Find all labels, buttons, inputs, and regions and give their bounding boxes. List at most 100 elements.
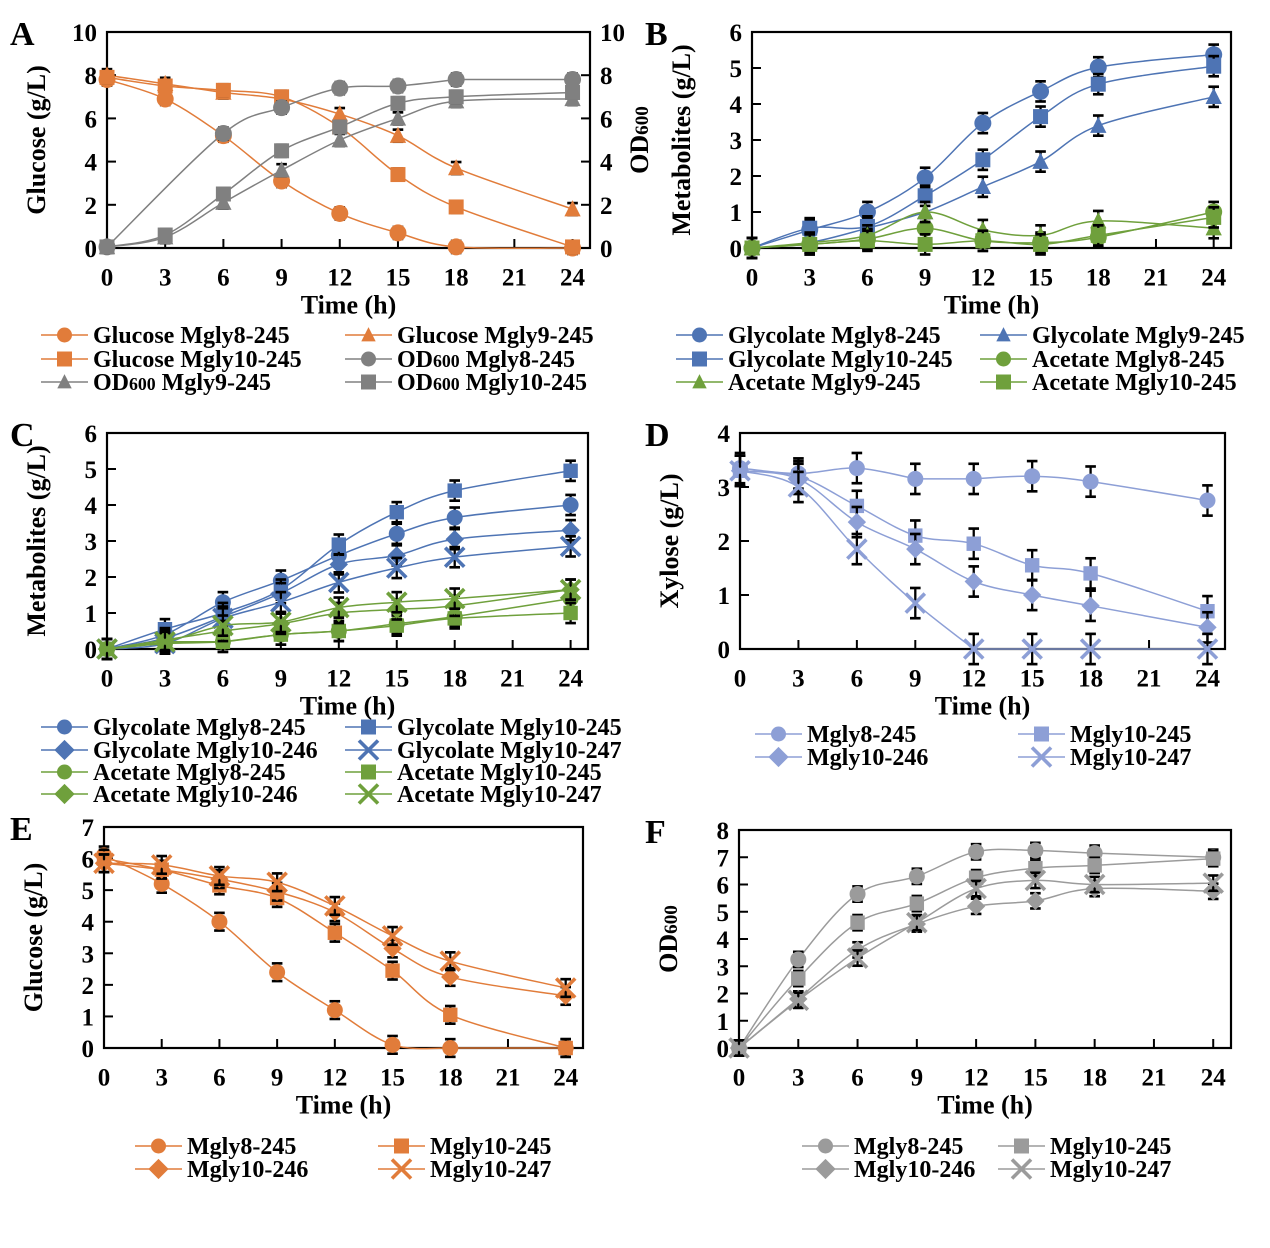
svg-text:5: 5 (717, 900, 730, 927)
svg-text:Xylose (g/L): Xylose (g/L) (655, 473, 684, 608)
svg-text:3: 3 (717, 954, 730, 981)
svg-text:0: 0 (82, 1036, 95, 1063)
svg-text:18: 18 (1082, 1065, 1107, 1092)
svg-text:15: 15 (385, 265, 410, 292)
svg-text:24: 24 (553, 1065, 579, 1092)
svg-text:24: 24 (560, 265, 586, 292)
svg-text:21: 21 (500, 666, 525, 693)
svg-text:0: 0 (600, 236, 613, 263)
svg-text:Mgly10-247: Mgly10-247 (1070, 745, 1191, 771)
svg-text:12: 12 (964, 1065, 989, 1092)
svg-text:3: 3 (85, 529, 98, 556)
svg-text:6: 6 (600, 106, 613, 133)
svg-text:3: 3 (792, 666, 805, 693)
svg-text:Glycolate Mgly9-245: Glycolate Mgly9-245 (1032, 323, 1245, 349)
svg-text:Glucose Mgly9-245: Glucose Mgly9-245 (397, 323, 594, 349)
svg-text:7: 7 (717, 845, 730, 872)
svg-text:0: 0 (718, 637, 731, 664)
svg-text:6: 6 (85, 106, 98, 133)
svg-text:5: 5 (85, 457, 98, 484)
svg-text:18: 18 (444, 265, 469, 292)
svg-text:Glucose (g/L): Glucose (g/L) (19, 863, 48, 1013)
svg-text:3: 3 (159, 666, 172, 693)
svg-text:6: 6 (85, 421, 98, 448)
svg-text:21: 21 (1137, 666, 1162, 693)
svg-text:6: 6 (730, 20, 743, 47)
svg-text:1: 1 (718, 583, 731, 610)
svg-text:8: 8 (85, 63, 98, 90)
svg-text:1: 1 (82, 1004, 95, 1031)
svg-text:15: 15 (384, 666, 409, 693)
svg-text:2: 2 (730, 164, 743, 191)
svg-text:4: 4 (600, 150, 613, 177)
svg-text:Time (h): Time (h) (296, 1091, 392, 1120)
svg-text:2: 2 (85, 193, 98, 220)
svg-text:2: 2 (82, 973, 95, 1000)
svg-text:6: 6 (217, 666, 230, 693)
svg-text:2: 2 (717, 982, 730, 1009)
svg-text:8: 8 (717, 818, 730, 845)
svg-text:Metabolites (g/L): Metabolites (g/L) (22, 445, 51, 636)
svg-text:21: 21 (1143, 265, 1168, 292)
svg-text:Acetate Mgly9-245: Acetate Mgly9-245 (728, 370, 921, 396)
svg-text:Glucose Mgly8-245: Glucose Mgly8-245 (93, 323, 290, 349)
svg-text:24: 24 (558, 666, 584, 693)
svg-text:Time (h): Time (h) (935, 692, 1031, 721)
svg-text:3: 3 (718, 475, 731, 502)
svg-text:18: 18 (1086, 265, 1111, 292)
svg-text:0: 0 (101, 666, 114, 693)
svg-text:18: 18 (442, 666, 467, 693)
svg-text:A: A (10, 16, 35, 53)
svg-text:Mgly10-247: Mgly10-247 (1050, 1157, 1171, 1183)
svg-text:9: 9 (919, 265, 932, 292)
svg-text:5: 5 (82, 878, 95, 905)
svg-text:18: 18 (1078, 666, 1103, 693)
svg-text:OD600 Mgly10-245: OD600 Mgly10-245 (397, 370, 587, 396)
svg-text:24: 24 (1195, 666, 1221, 693)
svg-text:3: 3 (730, 128, 743, 155)
svg-text:5: 5 (730, 56, 743, 83)
svg-text:0: 0 (98, 1065, 111, 1092)
svg-text:0: 0 (746, 265, 759, 292)
svg-text:B: B (645, 16, 668, 53)
svg-text:3: 3 (803, 265, 816, 292)
svg-text:0: 0 (734, 666, 747, 693)
svg-text:15: 15 (380, 1065, 405, 1092)
svg-text:0: 0 (730, 236, 743, 263)
svg-text:10: 10 (72, 20, 97, 47)
svg-text:12: 12 (326, 666, 351, 693)
svg-text:Time (h): Time (h) (937, 1091, 1033, 1120)
svg-text:9: 9 (275, 265, 288, 292)
svg-text:6: 6 (851, 1065, 864, 1092)
svg-text:4: 4 (82, 910, 95, 937)
svg-text:9: 9 (275, 666, 288, 693)
svg-text:12: 12 (322, 1065, 347, 1092)
svg-text:12: 12 (961, 666, 986, 693)
svg-text:Mgly10-246: Mgly10-246 (854, 1157, 975, 1183)
svg-text:3: 3 (792, 1065, 805, 1092)
svg-text:Glucose (g/L): Glucose (g/L) (22, 65, 51, 215)
svg-text:Acetate Mgly10-245: Acetate Mgly10-245 (1032, 370, 1237, 396)
svg-text:4: 4 (717, 927, 730, 954)
svg-text:21: 21 (502, 265, 527, 292)
svg-text:6: 6 (82, 847, 95, 874)
svg-text:6: 6 (861, 265, 874, 292)
svg-text:6: 6 (851, 666, 864, 693)
svg-text:9: 9 (909, 666, 922, 693)
svg-text:Mgly10-246: Mgly10-246 (187, 1157, 308, 1183)
svg-text:18: 18 (438, 1065, 463, 1092)
svg-text:12: 12 (970, 265, 995, 292)
svg-text:1: 1 (717, 1009, 730, 1036)
svg-text:1: 1 (85, 601, 98, 628)
svg-text:4: 4 (718, 421, 731, 448)
svg-text:6: 6 (717, 873, 730, 900)
svg-text:Time (h): Time (h) (944, 291, 1040, 320)
svg-text:Metabolites (g/L): Metabolites (g/L) (667, 44, 696, 235)
svg-text:12: 12 (327, 265, 352, 292)
svg-text:C: C (10, 417, 35, 454)
svg-text:2: 2 (85, 565, 98, 592)
svg-text:0: 0 (85, 236, 98, 263)
svg-text:9: 9 (271, 1065, 284, 1092)
svg-text:0: 0 (733, 1065, 746, 1092)
svg-text:6: 6 (213, 1065, 226, 1092)
